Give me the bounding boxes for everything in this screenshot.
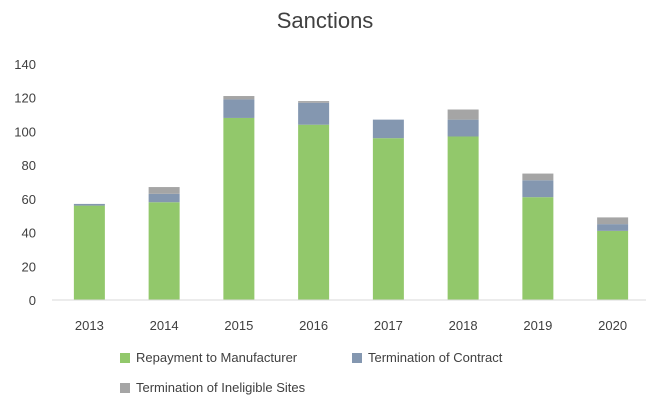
x-tick-label: 2019 [523,318,552,333]
x-tick-label: 2020 [598,318,627,333]
bar-segment-2013-series-1 [73,203,105,206]
bar-segment-2016-series-1 [298,102,330,125]
bar-segment-2014-series-1 [148,193,180,203]
y-tick-label: 0 [29,293,36,308]
x-tick-label: 2017 [374,318,403,333]
bar-segment-2019-series-0 [522,197,554,300]
y-tick-label: 40 [22,226,36,241]
legend-label-termination-contract: Termination of Contract [368,350,503,365]
x-tick-label: 2018 [449,318,478,333]
bar-segment-2020-series-1 [597,224,629,231]
bar-segment-2013-series-0 [73,205,105,300]
bar-segment-2016-series-2 [298,101,330,103]
bar-segment-2018-series-1 [447,119,479,137]
chart-title: Sanctions [276,8,374,33]
bar-segment-2014-series-0 [148,202,180,300]
y-axis: 0 20 40 60 80 100 120 140 [14,57,36,308]
y-tick-label: 100 [14,124,36,139]
y-tick-label: 20 [22,259,36,274]
bar-segment-2015-series-2 [223,96,255,100]
bar-segment-2016-series-0 [298,124,330,300]
bar-segment-2020-series-0 [597,230,629,300]
bar-segment-2018-series-0 [447,136,479,300]
legend-item-termination-contract: Termination of Contract [352,350,502,365]
x-axis: 2013 2014 2015 2016 2017 2018 2019 2020 [75,318,627,333]
legend-swatch-termination-ineligible [120,382,130,393]
bars-group [73,96,629,300]
bar-segment-2019-series-2 [522,173,554,181]
x-tick-label: 2015 [224,318,253,333]
x-tick-label: 2013 [75,318,104,333]
bar-segment-2018-series-2 [447,109,479,120]
legend-swatch-repayment [120,352,130,363]
bar-segment-2017-series-0 [372,138,404,300]
bar-segment-2015-series-1 [223,99,255,118]
bar-segment-2015-series-0 [223,117,255,300]
y-tick-label: 60 [22,192,36,207]
y-tick-label: 140 [14,57,36,72]
bar-segment-2014-series-2 [148,187,180,194]
y-tick-label: 80 [22,158,36,173]
x-tick-label: 2016 [299,318,328,333]
x-tick-label: 2014 [150,318,179,333]
bar-segment-2019-series-1 [522,180,554,198]
bar-segment-2017-series-1 [372,119,404,139]
legend-label-repayment: Repayment to Manufacturer [136,350,298,365]
y-tick-label: 120 [14,91,36,106]
legend-swatch-termination-contract [352,352,362,363]
legend-item-repayment: Repayment to Manufacturer [120,350,297,365]
bar-segment-2020-series-2 [597,217,629,225]
legend-item-termination-ineligible: Termination of Ineligible Sites [120,380,305,395]
legend-label-termination-ineligible: Termination of Ineligible Sites [136,380,306,395]
